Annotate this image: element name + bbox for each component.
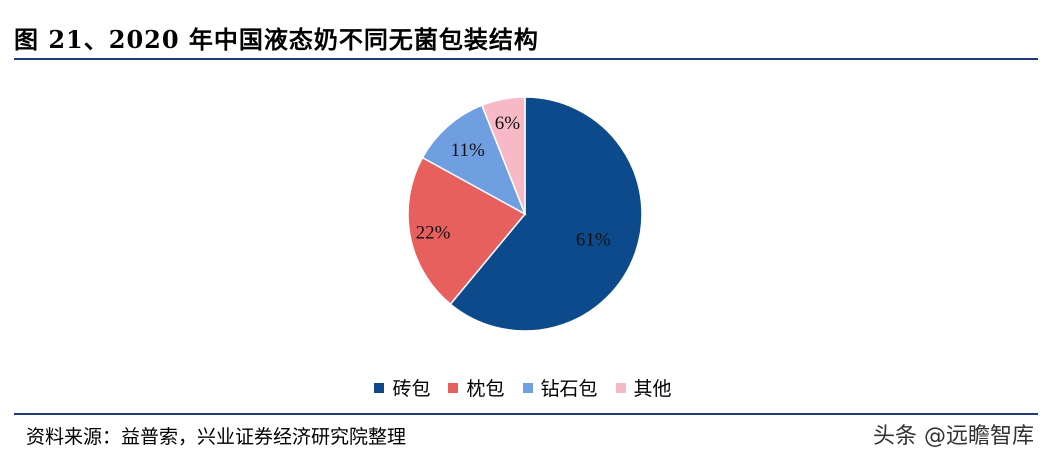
legend-item-1: 砖包 <box>374 374 430 401</box>
slice-label-2: 22% <box>416 223 451 244</box>
legend-swatch <box>522 382 533 393</box>
source-note: 资料来源：益普索，兴业证券经济研究院整理 <box>26 426 407 448</box>
legend-label: 枕包 <box>466 378 505 400</box>
watermark: 头条 @远瞻智库 <box>873 424 1034 449</box>
legend-label: 砖包 <box>392 378 431 400</box>
legend-label: 其他 <box>633 378 672 400</box>
slice-label-4: 6% <box>495 113 521 134</box>
figure-title: 图 21、2020 年中国液态奶不同无菌包装结构 <box>14 25 539 54</box>
legend-item-4: 其他 <box>615 374 672 401</box>
chart-legend: 砖包 枕包 钻石包 其他 <box>0 374 1046 401</box>
legend-item-3: 钻石包 <box>522 374 598 401</box>
legend-label: 钻石包 <box>540 378 598 400</box>
legend-swatch <box>374 382 385 393</box>
pie-slices <box>407 96 643 332</box>
title-divider <box>14 58 1038 60</box>
slice-label-3: 11% <box>451 140 485 161</box>
pie-chart: 61% 22% 11% 6% <box>407 96 643 332</box>
pie-slice-1 <box>449 96 643 332</box>
legend-swatch <box>615 382 626 393</box>
pie-slice-2 <box>407 156 527 306</box>
slice-labels: 61% 22% 11% 6% <box>416 113 611 251</box>
pie-slice-4 <box>480 96 526 215</box>
legend-item-2: 枕包 <box>448 374 505 401</box>
legend-swatch <box>448 382 459 393</box>
source-divider <box>14 413 1038 415</box>
pie-slice-3 <box>421 104 527 216</box>
slice-label-1: 61% <box>576 230 611 251</box>
